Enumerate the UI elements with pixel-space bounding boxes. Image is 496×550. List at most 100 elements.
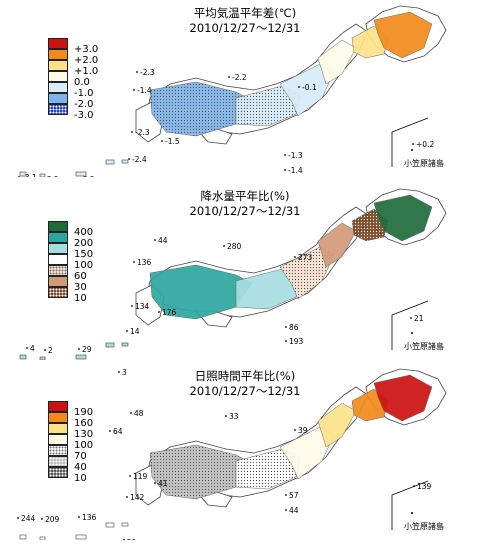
station-value-label: 21 bbox=[414, 314, 424, 323]
legend-label: 200 bbox=[74, 238, 94, 249]
panel-period: 2010/12/27～12/31 bbox=[189, 384, 301, 398]
small-island bbox=[19, 354, 27, 360]
station-dot bbox=[285, 494, 287, 496]
legend-label: 60 bbox=[74, 271, 87, 282]
station-value-label: -3.2 bbox=[80, 175, 95, 177]
legend-label: 0.0 bbox=[74, 77, 90, 88]
legend-swatch bbox=[48, 93, 68, 104]
station-dot bbox=[298, 86, 300, 88]
bonin-islands-label: 小笠原諸島 bbox=[404, 158, 444, 168]
station-value-label: 119 bbox=[133, 472, 148, 481]
legend-swatch bbox=[48, 434, 68, 445]
legend: 400 200 150 100 60 30 10 bbox=[48, 221, 93, 304]
station-value-label: 193 bbox=[289, 337, 304, 346]
legend-label: 400 bbox=[74, 227, 94, 238]
small-island bbox=[19, 534, 27, 540]
station-value-label: 14 bbox=[130, 327, 140, 336]
legend: 190 160 130 100 70 40 10 bbox=[48, 401, 93, 484]
legend-swatch bbox=[48, 276, 68, 287]
legend-swatch bbox=[48, 243, 68, 254]
legend-label: +1.0 bbox=[74, 66, 99, 77]
station-dot bbox=[410, 317, 412, 319]
station-value-label: 134 bbox=[135, 302, 150, 311]
station-dot bbox=[294, 429, 296, 431]
map-panel: 平均気温平年差(℃) 2010/12/27～12/31 +3.0 +2.0 +1.0 0.… bbox=[0, 2, 496, 177]
legend-swatch bbox=[48, 423, 68, 434]
small-island bbox=[121, 342, 129, 347]
station-dot bbox=[26, 347, 28, 349]
station-value-label: 139 bbox=[417, 482, 432, 491]
station-value-label: -2.3 bbox=[140, 68, 155, 77]
station-value-label: 136 bbox=[137, 258, 152, 267]
panel-period: 2010/12/27～12/31 bbox=[189, 204, 301, 218]
station-value-label: 4 bbox=[30, 344, 35, 353]
panel-title-text: 平均気温平年差(℃) bbox=[193, 6, 297, 20]
station-value-label: 44 bbox=[289, 506, 299, 515]
station-value-label: -2.2 bbox=[232, 73, 247, 82]
station-dot bbox=[158, 311, 160, 313]
bonin-inset-frame bbox=[391, 117, 429, 167]
station-value-label: 176 bbox=[162, 308, 177, 317]
station-dot bbox=[78, 348, 80, 350]
station-value-label: 44 bbox=[158, 236, 168, 245]
legend-swatch bbox=[48, 401, 68, 412]
small-island bbox=[75, 171, 87, 177]
bonin-islands-label: 小笠原諸島 bbox=[404, 521, 444, 531]
legend-swatch bbox=[48, 456, 68, 467]
map-panel: 日照時間平年比(%) 2010/12/27～12/31 190 160 130 100 70… bbox=[0, 365, 496, 540]
station-value-label: 64 bbox=[113, 427, 123, 436]
station-value-label: 86 bbox=[289, 323, 299, 332]
legend-swatch bbox=[48, 71, 68, 82]
legend-label: 100 bbox=[74, 440, 94, 451]
station-dot bbox=[131, 305, 133, 307]
legend-swatch bbox=[48, 104, 68, 115]
station-value-label: -1.5 bbox=[165, 137, 180, 146]
value-region-pattern bbox=[236, 86, 300, 126]
station-value-label: 159 bbox=[122, 538, 137, 540]
small-island bbox=[39, 356, 46, 360]
legend-label: +3.0 bbox=[74, 44, 99, 55]
japan-map: 小笠原諸島 -2.3 -2.2 -1.4 -0.1 -2.3 -1.5 -1.3 -1.4 +0.… bbox=[18, 5, 447, 177]
japan-map: 小笠原諸島 44 280 136 273 134 176 86 193 21 4 2 29 14 bbox=[19, 188, 447, 360]
station-dot bbox=[136, 71, 138, 73]
station-dot bbox=[44, 349, 46, 351]
station-dot bbox=[78, 516, 80, 518]
legend-label: 40 bbox=[74, 462, 87, 473]
station-dot bbox=[126, 330, 128, 332]
station-value-label: -2.3 bbox=[135, 128, 150, 137]
value-region-pattern bbox=[236, 449, 300, 489]
legend-label: 10 bbox=[74, 293, 87, 304]
panel-title-text: 降水量平年比(%) bbox=[200, 189, 290, 203]
station-value-label: -0.1 bbox=[302, 83, 317, 92]
station-dot bbox=[133, 89, 135, 91]
legend-swatch bbox=[48, 60, 68, 71]
value-region-pattern bbox=[150, 445, 252, 499]
station-dot bbox=[128, 158, 130, 160]
station-dot bbox=[154, 482, 156, 484]
station-dot bbox=[284, 169, 286, 171]
station-dot bbox=[109, 430, 111, 432]
bonin-inset-frame bbox=[391, 300, 429, 350]
map-panel: 降水量平年比(%) 2010/12/27～12/31 400 200 150 100 60 3… bbox=[0, 185, 496, 360]
legend-label: 150 bbox=[74, 249, 94, 260]
station-value-label: 273 bbox=[298, 253, 313, 262]
legend-label: +2.0 bbox=[74, 55, 99, 66]
panel-period: 2010/12/27～12/31 bbox=[189, 21, 301, 35]
small-island bbox=[121, 159, 129, 164]
legend-label: 190 bbox=[74, 407, 94, 418]
station-value-label: 280 bbox=[227, 242, 242, 251]
station-value-label: 41 bbox=[158, 479, 168, 488]
value-region bbox=[317, 39, 357, 85]
legend-label: -3.0 bbox=[74, 110, 94, 121]
legend-label: 100 bbox=[74, 260, 94, 271]
legend-label: 130 bbox=[74, 429, 94, 440]
legend-label: -2.0 bbox=[74, 99, 94, 110]
small-island bbox=[105, 342, 115, 348]
legend-swatch bbox=[48, 82, 68, 93]
station-dot bbox=[118, 371, 120, 373]
legend-swatch bbox=[48, 412, 68, 423]
station-value-label: 29 bbox=[82, 345, 92, 354]
small-island bbox=[105, 159, 115, 165]
panel-title: 平均気温平年差(℃) 2010/12/27～12/31 bbox=[175, 6, 315, 36]
